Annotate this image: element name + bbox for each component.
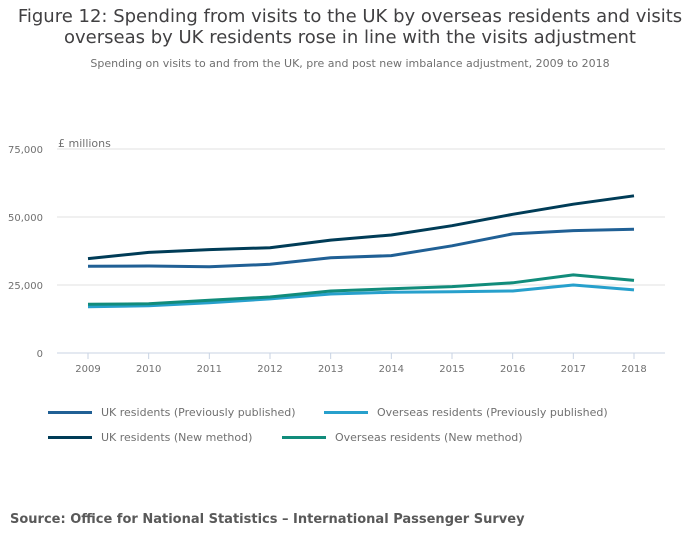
x-tick-label: 2015 [439,364,464,375]
series-line [87,273,635,306]
x-tick-label: 2018 [621,364,646,375]
series-line [87,283,635,309]
chart-title: Figure 12: Spending from visits to the U… [17,6,683,48]
legend-label: Overseas residents (New method) [335,431,523,444]
source-note: Source: Office for National Statistics –… [10,512,525,527]
x-tick-label: 2010 [136,364,161,375]
y-tick-label: 50,000 [8,213,43,224]
y-tick-label: 25,000 [8,281,43,292]
legend-swatch [324,411,368,414]
y-tick-label: 0 [37,349,43,360]
legend-swatch [282,436,326,439]
y-axis-unit-label: £ millions [58,137,111,150]
legend-item: UK residents (New method) [48,431,252,444]
legend-label: UK residents (Previously published) [101,406,296,419]
legend-item: Overseas residents (New method) [282,431,523,444]
legend-swatch [48,436,92,439]
y-axis: 0 25,000 50,000 75,000 [8,145,43,360]
legend-label: Overseas residents (Previously published… [377,406,608,419]
x-axis: 2009 2010 2011 2012 2013 2014 2015 2016 2017 2018 [57,352,665,375]
legend-swatch [48,411,92,414]
x-tick-label: 2016 [500,364,525,375]
legend-label: UK residents (New method) [101,431,253,444]
legend-item: UK residents (Previously published) [48,406,296,419]
x-tick-label: 2011 [197,364,222,375]
x-tick-label: 2012 [257,364,282,375]
x-tick-label: 2017 [561,364,586,375]
x-tick-label: 2009 [75,364,100,375]
series-line [87,227,635,269]
chart-subtitle: Spending on visits to and from the UK, p… [90,57,610,70]
x-tick-label: 2014 [379,364,404,375]
series-line [87,194,635,261]
legend-item: Overseas residents (Previously published… [324,406,608,419]
series-lines [87,194,635,309]
x-tick-label: 2013 [318,364,343,375]
y-tick-label: 75,000 [8,145,43,156]
